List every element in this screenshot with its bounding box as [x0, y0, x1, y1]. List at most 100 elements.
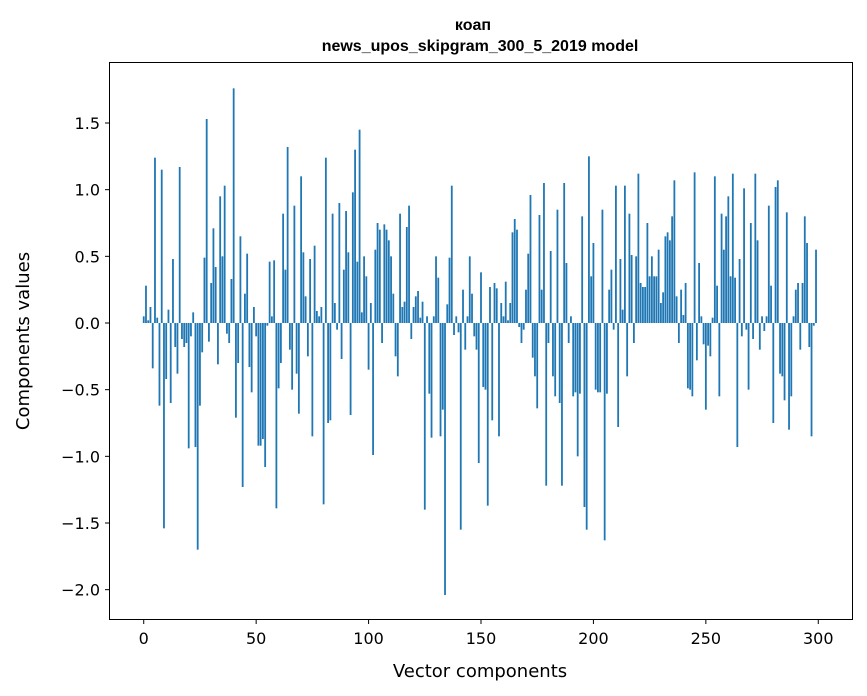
- bar: [615, 185, 617, 323]
- bar: [396, 323, 399, 377]
- y-axis-label: Components values: [13, 252, 34, 430]
- bar: [237, 323, 240, 363]
- bar: [668, 240, 671, 323]
- bar: [475, 323, 478, 350]
- bar: [167, 309, 170, 323]
- bar: [383, 224, 386, 323]
- bar: [399, 213, 401, 323]
- bar: [594, 323, 597, 390]
- bar: [151, 323, 154, 369]
- bar: [729, 276, 732, 323]
- bar: [713, 176, 716, 323]
- bar: [574, 323, 577, 393]
- bar: [637, 173, 640, 323]
- bar: [250, 323, 253, 393]
- plot-frame: [109, 62, 853, 620]
- bar: [228, 323, 231, 343]
- bar: [214, 267, 217, 323]
- bar: [554, 323, 557, 397]
- bar: [181, 323, 183, 339]
- bar: [711, 317, 714, 323]
- bar: [718, 323, 721, 397]
- bar: [486, 323, 489, 506]
- bar: [592, 243, 595, 323]
- bar: [360, 312, 363, 323]
- bar: [745, 323, 748, 330]
- bar: [518, 323, 521, 327]
- bar: [448, 257, 451, 323]
- bar: [619, 259, 622, 323]
- bar: [324, 157, 327, 323]
- bar: [455, 316, 458, 323]
- bar: [502, 316, 505, 323]
- bar: [653, 276, 656, 323]
- bar: [662, 292, 665, 323]
- bar: [435, 256, 437, 323]
- bar: [484, 323, 487, 390]
- bar: [266, 323, 269, 326]
- bar: [196, 323, 199, 550]
- bar: [785, 212, 788, 323]
- x-tick-label: 50: [246, 629, 266, 648]
- bar: [704, 323, 707, 410]
- bar: [185, 323, 188, 343]
- bar: [657, 249, 660, 323]
- bar: [412, 307, 415, 323]
- bar: [781, 323, 784, 377]
- bar: [597, 323, 599, 393]
- bar: [194, 323, 197, 447]
- bar: [230, 279, 233, 323]
- bar: [520, 323, 523, 343]
- bar: [309, 259, 312, 323]
- bar: [801, 283, 804, 323]
- bar: [421, 301, 424, 323]
- bar: [208, 323, 210, 342]
- bar: [248, 323, 251, 367]
- bar: [513, 219, 516, 323]
- bar: [572, 323, 575, 397]
- bar: [156, 317, 159, 323]
- bar: [423, 323, 426, 510]
- bar: [217, 323, 219, 365]
- bar: [725, 216, 727, 323]
- bar: [633, 323, 635, 343]
- bar: [731, 173, 734, 323]
- bar: [306, 323, 309, 357]
- bar: [606, 323, 608, 394]
- bar: [691, 323, 694, 397]
- bar: [147, 320, 150, 323]
- bar: [603, 323, 606, 541]
- x-tick-label: 300: [803, 629, 834, 648]
- bar: [776, 180, 779, 323]
- bar: [426, 316, 428, 323]
- bar: [172, 259, 174, 323]
- bar: [498, 323, 500, 437]
- bar: [754, 173, 757, 323]
- bar: [329, 323, 332, 421]
- bar: [788, 323, 790, 430]
- bar: [244, 293, 246, 323]
- bar: [331, 213, 334, 323]
- bar: [543, 183, 545, 323]
- bar: [176, 323, 179, 374]
- bar: [471, 293, 473, 323]
- bar: [500, 303, 503, 323]
- bar: [761, 316, 763, 323]
- bar: [534, 323, 536, 377]
- bar: [387, 240, 390, 323]
- bar: [617, 323, 620, 427]
- bar: [408, 205, 410, 323]
- bar: [473, 323, 476, 337]
- bar: [374, 249, 377, 323]
- bar: [677, 323, 680, 343]
- bar: [363, 256, 365, 323]
- bar: [300, 176, 303, 323]
- bar: [295, 323, 298, 374]
- bar: [302, 252, 305, 323]
- bar: [639, 283, 642, 323]
- bar: [358, 129, 361, 323]
- bar: [468, 256, 471, 323]
- bars-group: [142, 88, 817, 595]
- bar: [273, 260, 276, 323]
- bar: [417, 291, 419, 323]
